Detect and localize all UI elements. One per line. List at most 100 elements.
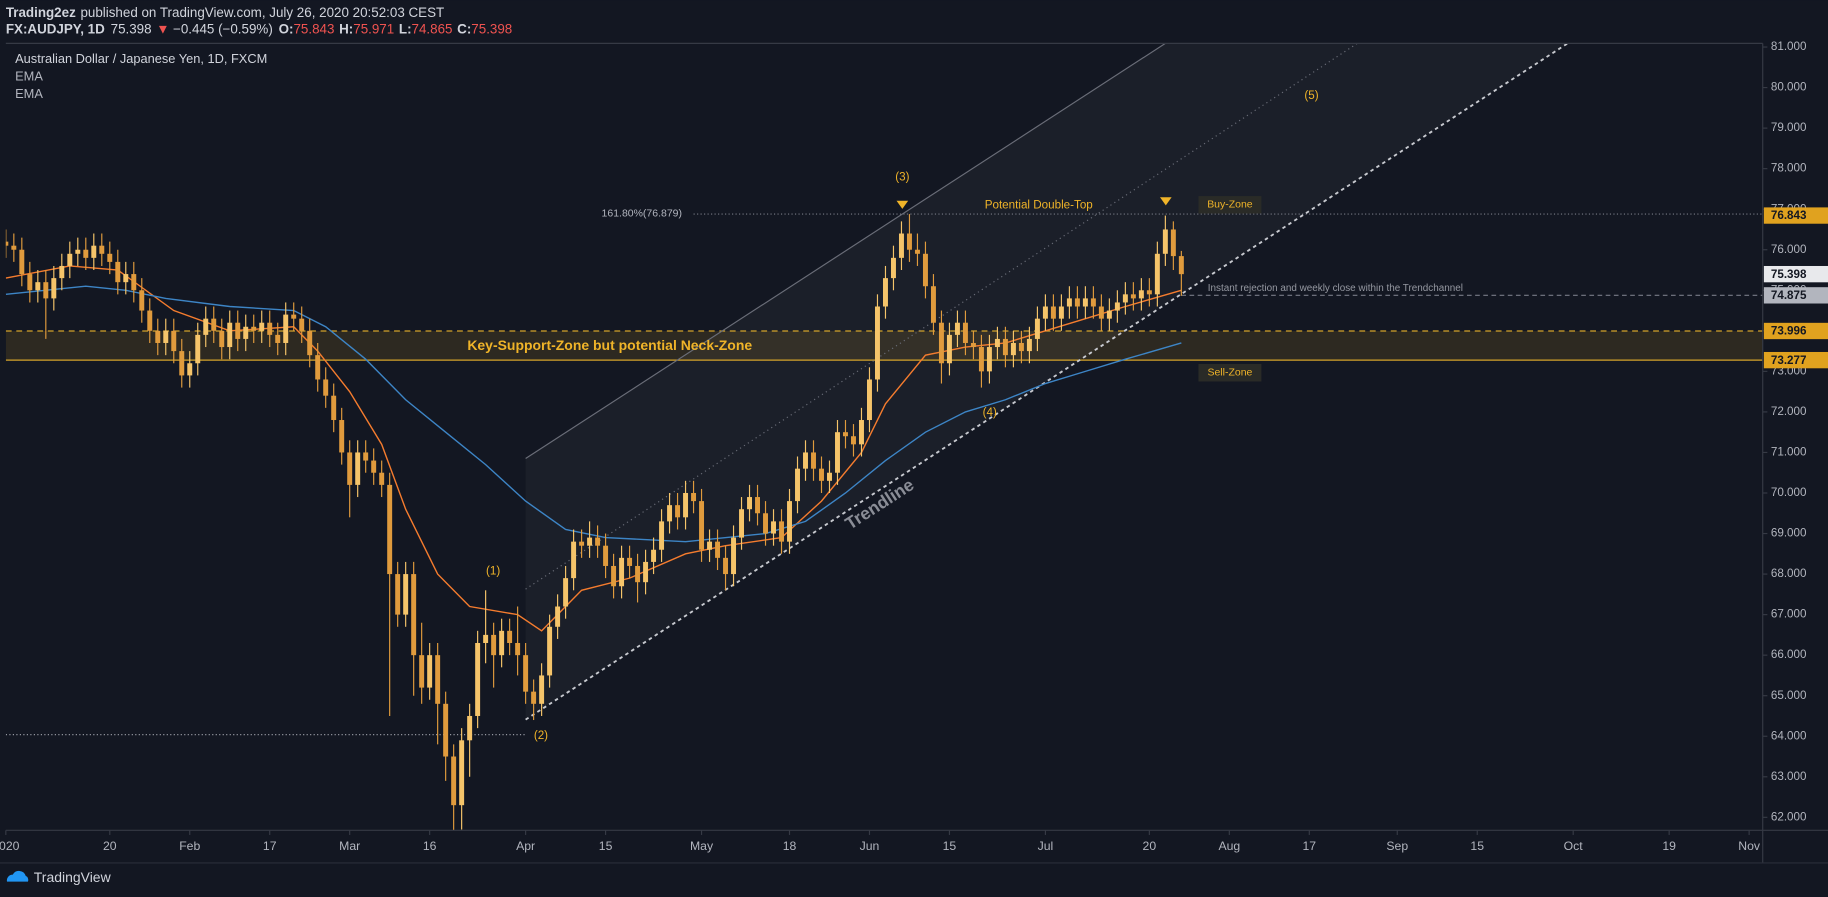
price-tag <box>1763 351 1828 369</box>
candle-body <box>139 290 145 311</box>
candle-body <box>443 703 449 757</box>
candle-body <box>795 468 800 502</box>
x-tick-label: 17 <box>1302 839 1316 853</box>
x-tick-label: 20 <box>1143 839 1157 853</box>
ohlc-label: O: <box>279 21 294 36</box>
x-tick-label: Aug <box>1218 839 1240 853</box>
candle-body <box>994 338 1000 348</box>
candle-body <box>835 432 840 473</box>
author: Trading2ez <box>6 5 76 20</box>
candle-body <box>930 286 936 323</box>
candle-body <box>763 513 768 534</box>
candle-body <box>539 675 545 704</box>
ema-line <box>5 285 1182 543</box>
candle-body <box>75 249 81 254</box>
candle-body <box>603 545 609 566</box>
candle-body <box>683 492 689 518</box>
sell-zone-box <box>1198 363 1262 382</box>
price-tag-label: 76.843 <box>1771 209 1807 222</box>
candle-body <box>355 452 361 485</box>
candle-body <box>1178 256 1184 275</box>
buy-zone-label: Buy-Zone <box>1207 200 1253 211</box>
candle-body <box>1074 298 1080 307</box>
candle-body <box>123 274 129 283</box>
candle-body <box>307 330 313 356</box>
y-tick-label: 79.000 <box>1771 121 1807 134</box>
zone-label: Key-Support-Zone but potential Neck-Zone <box>467 337 752 353</box>
candle-body <box>755 497 761 514</box>
double-top-label: Potential Double-Top <box>985 199 1093 212</box>
y-tick-label: 69.000 <box>1771 527 1807 540</box>
open-value: 75.843 <box>293 21 334 36</box>
candle-body <box>411 574 417 656</box>
candle-body <box>611 565 617 587</box>
change: −0.445 (−0.59%) <box>173 21 273 36</box>
y-tick-label: 67.000 <box>1771 608 1807 621</box>
y-tick-label: 68.000 <box>1771 567 1807 580</box>
candle-body <box>275 334 281 343</box>
candle-body <box>547 626 553 676</box>
price-tag-label: 73.996 <box>1771 325 1807 338</box>
candle-body <box>1066 298 1072 307</box>
candle-body <box>1002 338 1008 356</box>
candle-body <box>59 265 65 279</box>
candle-body <box>563 578 569 607</box>
candle-body <box>387 484 393 575</box>
x-tick-label: 19 <box>1662 839 1676 853</box>
x-tick-label: 2020 <box>0 839 20 853</box>
candle-body <box>363 452 369 461</box>
candle-body <box>978 347 984 372</box>
candle-body <box>986 347 992 372</box>
candle-body <box>579 541 585 546</box>
x-tick-label: Sep <box>1386 839 1408 853</box>
high-value: 75.971 <box>353 21 394 36</box>
axes: 62.000 63.000 64.000 65.000 66.000 67.000 68.0… <box>0 40 1828 864</box>
ohlc-label: H: <box>339 21 353 36</box>
legend-title: Australian Dollar / Japanese Yen, 1D, FX… <box>15 51 267 66</box>
candle-body <box>195 334 201 364</box>
plot-area <box>5 43 1763 831</box>
candle-body <box>595 537 601 546</box>
candle-body <box>747 497 753 510</box>
x-tick-label: Jul <box>1038 839 1054 853</box>
y-tick-label: 72.000 <box>1771 405 1807 418</box>
candle-body <box>379 472 385 485</box>
candle-body <box>347 452 353 485</box>
candle-body <box>179 351 185 376</box>
low-value: 74.865 <box>412 21 453 36</box>
candle-body <box>731 537 737 575</box>
candle-body <box>531 691 537 704</box>
candle-body <box>107 253 113 262</box>
candle-body <box>906 233 912 250</box>
annotations: Australian Dollar / Japanese Yen, 1D, FX… <box>15 51 1463 742</box>
candle-body <box>43 282 49 299</box>
price-tag <box>1763 265 1828 283</box>
candle-body <box>203 318 209 335</box>
candle-body <box>587 537 593 546</box>
candle-body <box>914 249 920 254</box>
candle-body <box>1050 306 1056 319</box>
candle-body <box>1146 290 1152 295</box>
candle-body <box>771 521 776 534</box>
price-tag-label: 75.398 <box>1771 268 1807 281</box>
y-tick-label: 71.000 <box>1771 446 1807 459</box>
x-tick-label: May <box>690 839 714 853</box>
x-tick-label: Feb <box>179 839 200 853</box>
price-tag-label: 73.277 <box>1771 354 1807 367</box>
price-tag-label: 74.875 <box>1771 289 1807 302</box>
candle-body <box>371 460 377 473</box>
candle-body <box>707 541 713 550</box>
y-tick-label: 63.000 <box>1771 770 1807 783</box>
candle-body <box>819 468 824 481</box>
candle-body <box>699 501 705 550</box>
candle-body <box>507 630 513 643</box>
candle-body <box>419 655 425 688</box>
candle-body <box>227 322 233 348</box>
candle-body <box>251 326 257 331</box>
candle-body <box>1138 290 1144 299</box>
candle-body <box>131 274 137 291</box>
wave-label: (5) <box>1304 89 1318 102</box>
candle-body <box>779 521 784 542</box>
y-tick-label: 62.000 <box>1771 810 1807 823</box>
